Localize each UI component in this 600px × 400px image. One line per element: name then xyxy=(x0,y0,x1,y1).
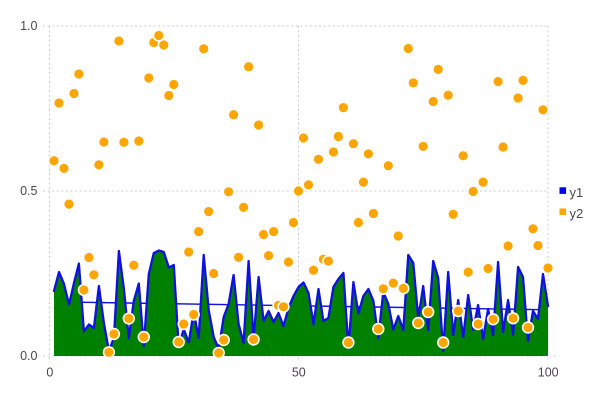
svg-text:0: 0 xyxy=(46,366,53,380)
svg-text:0.5: 0.5 xyxy=(20,184,37,198)
svg-text:100: 100 xyxy=(538,366,559,380)
svg-text:50: 50 xyxy=(292,366,306,380)
svg-text:0.0: 0.0 xyxy=(20,349,37,363)
svg-text:y1: y1 xyxy=(570,185,584,200)
svg-text:y2: y2 xyxy=(570,206,584,221)
svg-text:1.0: 1.0 xyxy=(20,19,37,33)
